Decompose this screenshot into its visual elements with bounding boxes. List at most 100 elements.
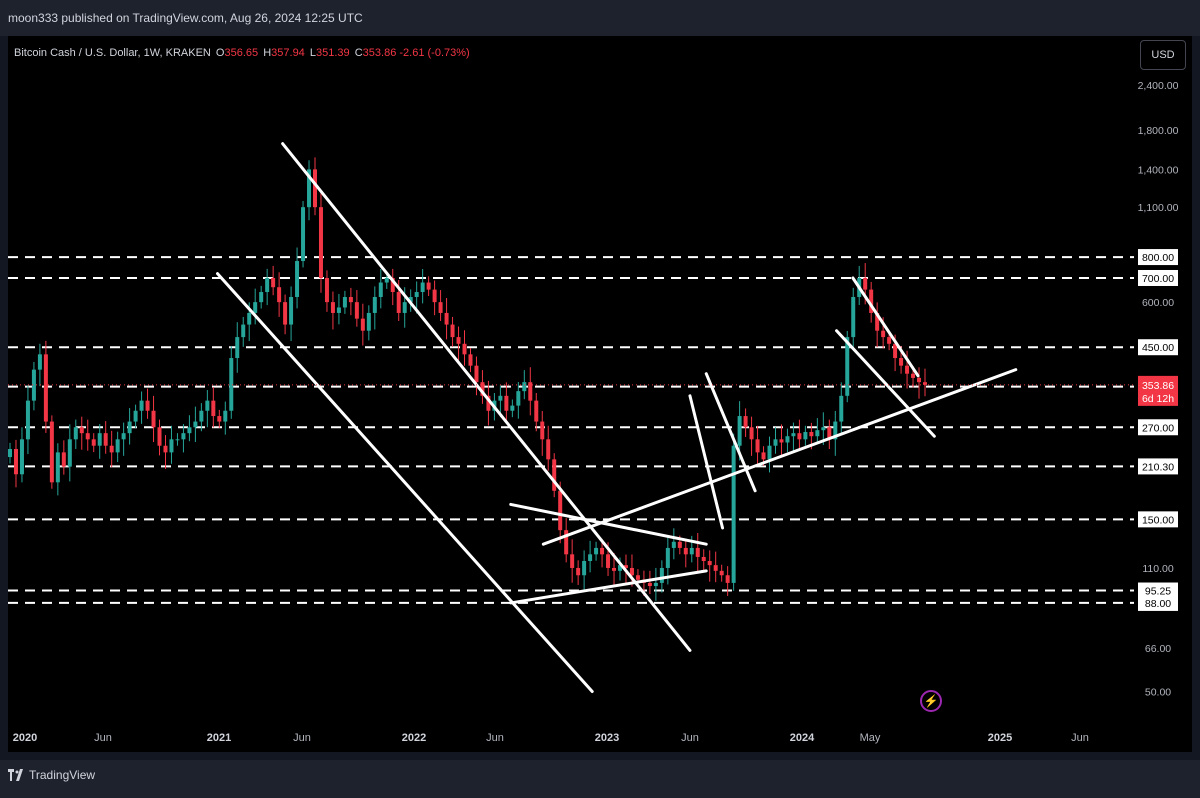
candle-body: [450, 324, 455, 338]
candle-body: [97, 433, 102, 446]
candle-body: [330, 302, 335, 313]
candle-body: [444, 312, 449, 325]
level-label-box: [1138, 419, 1178, 436]
candle-body: [558, 490, 563, 531]
candle-body: [414, 292, 419, 298]
candle-body: [797, 433, 802, 440]
candle-body: [61, 452, 66, 467]
low-label: L: [309, 47, 316, 59]
trend-line: [704, 372, 757, 493]
candle-body: [749, 427, 754, 440]
candle-body: [8, 449, 12, 458]
candle-body: [360, 318, 365, 331]
candle-body: [695, 547, 700, 557]
candle-body: [85, 433, 90, 440]
x-tick-label: 2021: [207, 732, 231, 744]
x-tick-label: 2024: [790, 732, 815, 744]
candle-body: [175, 439, 180, 441]
level-label: 800.00: [1142, 252, 1174, 264]
candle-body: [540, 421, 545, 440]
candle-body: [671, 541, 676, 548]
change-value: -2.61 (-0.73%): [399, 47, 470, 59]
candle-body: [378, 282, 383, 298]
high-label: H: [263, 47, 272, 59]
level-label-box: [1138, 339, 1178, 356]
candle-body: [923, 382, 927, 385]
candle-body: [917, 377, 922, 383]
trend-line: [509, 569, 708, 605]
x-tick-label: 2025: [988, 732, 1012, 744]
y-tick-label: 1,800.00: [1138, 125, 1179, 137]
candle-body: [115, 439, 120, 453]
tradingview-logo[interactable]: TradingView: [8, 768, 95, 782]
candle-body: [534, 400, 539, 422]
y-tick-label: 1,100.00: [1138, 202, 1179, 214]
x-tick-label: Jun: [94, 732, 112, 744]
candle-body: [229, 358, 234, 411]
candle-body: [438, 302, 443, 313]
candle-body: [845, 337, 850, 396]
candle-body: [683, 547, 688, 555]
candle-body: [420, 282, 425, 293]
candle-body: [295, 261, 300, 298]
candle-body: [462, 343, 467, 355]
candle-body: [307, 169, 312, 208]
footer-bar: [0, 760, 1200, 798]
candle-body: [265, 277, 270, 293]
candle-body: [49, 421, 54, 483]
publish-bar: moon333 published on TradingView.com, Au…: [0, 0, 1200, 36]
candle-body: [145, 400, 150, 411]
candle-body: [725, 575, 730, 583]
symbol-legend[interactable]: Bitcoin Cash / U.S. Dollar, 1W, KRAKEN O…: [14, 47, 470, 59]
candle-body: [516, 391, 521, 406]
candle-body: [827, 427, 832, 440]
candle-body: [133, 410, 138, 422]
candle-body: [528, 382, 533, 401]
candle-body: [893, 343, 898, 359]
candle-body: [869, 289, 874, 313]
candle-body: [354, 302, 359, 319]
candle-body: [803, 431, 808, 440]
candle-body: [25, 400, 30, 440]
candle-body: [277, 287, 282, 303]
candle-body: [181, 433, 186, 440]
open-label: O: [215, 47, 225, 59]
level-label-box: [1138, 458, 1178, 475]
candle-body: [881, 330, 886, 338]
y-tick-label: 110.00: [1142, 563, 1173, 575]
candle-body: [79, 427, 84, 434]
candle-body: [468, 354, 473, 366]
chart-panel[interactable]: [8, 36, 1192, 752]
x-tick-label: Jun: [293, 732, 311, 744]
candle-body: [779, 439, 784, 443]
x-tick-label: 2023: [595, 732, 619, 744]
candle-body: [833, 421, 838, 440]
candle-body: [659, 567, 664, 583]
candle-body: [582, 560, 587, 576]
y-tick-label: 66.00: [1145, 643, 1171, 655]
candle-body: [426, 282, 431, 290]
candle-body: [31, 369, 36, 401]
candle-body: [396, 292, 401, 313]
trend-line: [541, 368, 1018, 546]
candle-body: [474, 365, 479, 383]
candle-body: [887, 337, 892, 344]
symbol-name[interactable]: Bitcoin Cash / U.S. Dollar, 1W, KRAKEN: [14, 47, 211, 59]
level-label-box: [1138, 582, 1178, 599]
candle-body: [594, 547, 599, 555]
candle-body: [259, 292, 264, 303]
publish-info: moon333 published on TradingView.com, Au…: [8, 11, 363, 25]
candle-body: [629, 567, 634, 576]
candle-body: [73, 427, 78, 440]
candle-body: [863, 277, 868, 290]
candle-body: [67, 439, 72, 467]
candle-body: [283, 302, 288, 325]
lightning-icon[interactable]: ⚡: [920, 690, 942, 712]
candle-body: [767, 445, 772, 460]
candle-body: [318, 207, 323, 278]
candle-body: [55, 452, 60, 483]
currency-button[interactable]: USD: [1140, 40, 1186, 70]
level-label: 88.00: [1145, 598, 1171, 610]
candle-body: [552, 459, 557, 491]
